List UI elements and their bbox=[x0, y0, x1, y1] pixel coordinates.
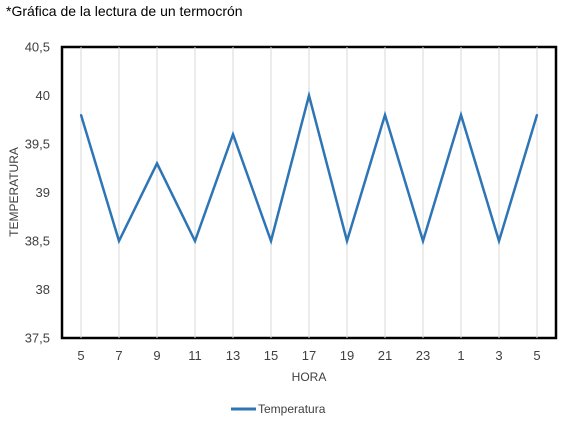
data-point-2 bbox=[156, 162, 158, 165]
data-point-11 bbox=[498, 240, 500, 242]
y-tick-label-2: 38,5 bbox=[25, 234, 50, 249]
data-point-0 bbox=[80, 113, 82, 116]
y-tick-label-1: 38 bbox=[36, 282, 50, 297]
y-tick-label-4: 39,5 bbox=[25, 137, 50, 152]
x-tick-label-4: 13 bbox=[226, 348, 240, 363]
x-tick-label-1: 7 bbox=[115, 348, 122, 363]
x-tick-label-8: 21 bbox=[378, 348, 392, 363]
x-tick-label-10: 1 bbox=[457, 348, 464, 363]
y-axis-ticks: 37,5 38 38,5 39 39,5 40 40,5 bbox=[25, 40, 50, 346]
x-tick-label-5: 15 bbox=[264, 348, 278, 363]
x-tick-label-2: 9 bbox=[153, 348, 160, 363]
x-axis-label: HORA bbox=[292, 370, 327, 384]
y-axis-label: TEMPERATURA bbox=[7, 147, 21, 237]
x-tick-label-11: 3 bbox=[495, 348, 502, 363]
legend-label: Temperatura bbox=[258, 402, 326, 416]
x-axis-ticks: 5 7 9 11 13 15 17 19 21 23 1 3 5 bbox=[77, 348, 540, 363]
data-point-4 bbox=[232, 133, 234, 136]
x-tick-label-6: 17 bbox=[302, 348, 316, 363]
y-tick-label-6: 40,5 bbox=[25, 40, 50, 55]
data-point-6 bbox=[308, 94, 310, 97]
data-point-9 bbox=[422, 240, 424, 242]
chart-title: *Gráfica de la lectura de un termocrón bbox=[6, 3, 243, 19]
data-point-3 bbox=[194, 240, 196, 242]
y-tick-label-0: 37,5 bbox=[25, 331, 50, 346]
x-tick-label-3: 11 bbox=[188, 348, 202, 363]
data-point-5 bbox=[270, 240, 272, 242]
data-point-1 bbox=[118, 240, 120, 242]
y-tick-label-3: 39 bbox=[36, 185, 50, 200]
x-tick-label-0: 5 bbox=[77, 348, 84, 363]
data-point-10 bbox=[460, 113, 462, 116]
vertical-gridlines bbox=[80, 47, 538, 338]
data-point-8 bbox=[384, 113, 386, 116]
y-tick-label-5: 40 bbox=[36, 88, 50, 103]
x-tick-label-12: 5 bbox=[533, 348, 540, 363]
data-point-7 bbox=[346, 240, 348, 242]
x-tick-label-9: 23 bbox=[416, 348, 430, 363]
x-tick-label-7: 19 bbox=[340, 348, 354, 363]
data-point-12 bbox=[536, 113, 538, 116]
series-temperatura bbox=[79, 90, 539, 246]
